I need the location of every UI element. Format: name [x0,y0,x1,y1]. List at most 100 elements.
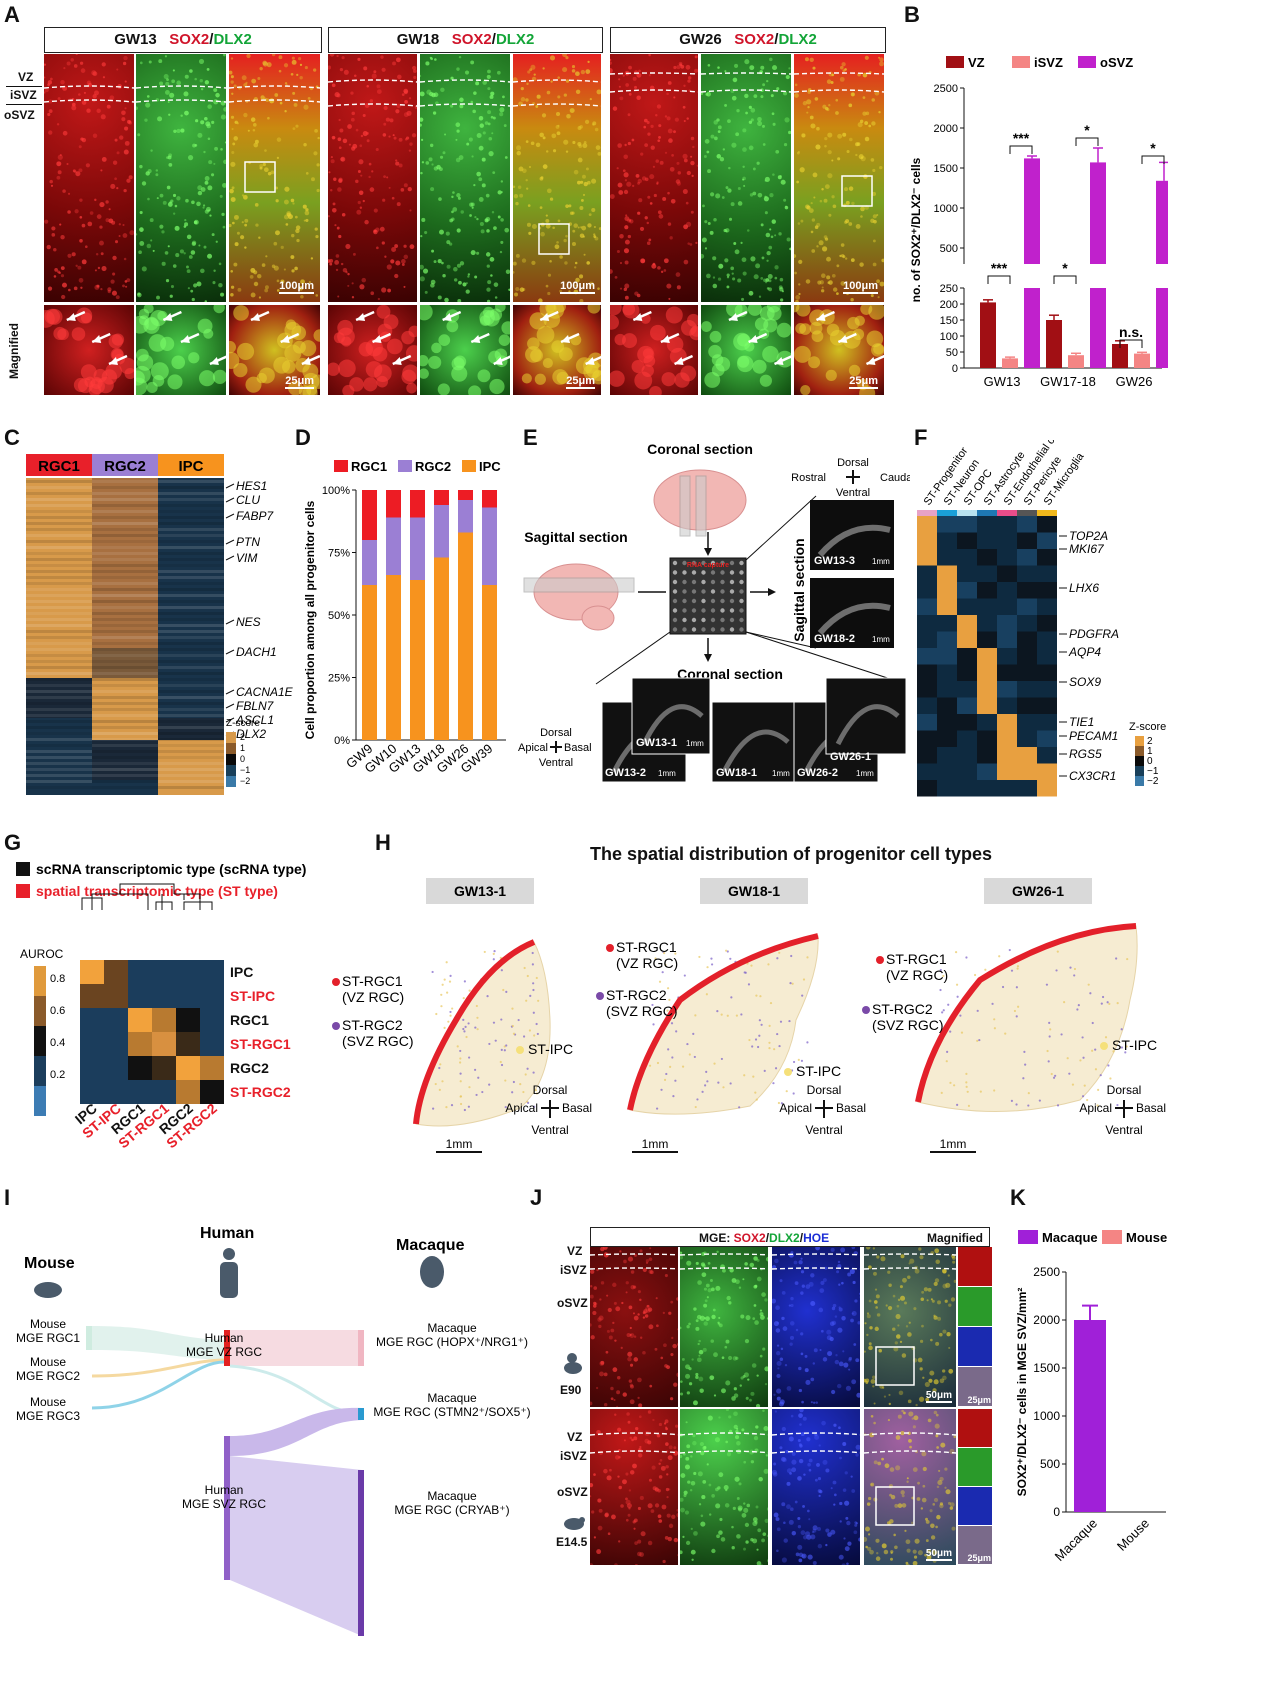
cell-dot [666,1473,669,1476]
cell-dot [258,236,261,239]
cell-dot [452,191,455,194]
microscopy-tile [680,1247,768,1407]
cell-texture [44,307,134,395]
cell-nucleus [451,357,465,371]
cell-nucleus [171,355,186,370]
cell-dot [713,1352,718,1358]
gene-label-pecam1: PECAM1 [1069,729,1118,743]
separator: / [799,1231,804,1245]
cell-dot [144,118,148,122]
heatmap-cell [1037,549,1057,566]
cell-dot [848,222,853,226]
cell-dot [403,254,409,260]
cell-spot [979,1090,982,1093]
cell-dot [152,249,155,252]
rgc2-dot [862,1006,870,1014]
cell-dot [78,145,82,149]
cell-dot [816,126,820,131]
cell-dot [565,79,570,83]
zone-label-vz: VZ [567,1430,583,1444]
cell-spot [1115,957,1118,960]
cell-spot [517,1018,520,1022]
cell-dot [445,231,450,236]
label-st-rgc1: ST-RGC1 [342,973,403,989]
cell-dot [743,1507,749,1513]
cell-dot [487,69,491,74]
cell-nucleus [229,340,236,354]
microscopy-tile [772,1409,860,1565]
heatmap-stripe [92,582,158,585]
cell-dot [56,123,60,126]
cell-dot [314,227,318,231]
cell-dot [701,253,705,259]
heatmap-stripe [92,648,158,651]
cell-spot [1066,1057,1069,1060]
cell-spot [475,1093,478,1097]
cell-nucleus [71,327,86,341]
cell-dot [826,1335,832,1341]
cell-dot [682,189,688,195]
cell-dot [780,179,786,185]
cell-dot [800,1291,804,1295]
cell-dot [585,69,591,75]
tissue-shape [721,729,790,774]
label-apical: Apical [779,1101,812,1115]
cell-dot [801,1284,806,1288]
cell-dot [94,269,97,272]
microscopy-tile [680,1409,768,1565]
cell-dot [586,180,591,185]
cell-dot [865,111,870,116]
cell-dot [897,1298,901,1302]
bar-isvz [1068,355,1084,368]
cell-texture [794,55,884,302]
cell-dot [748,105,752,109]
cell-dot [458,155,464,160]
cell-dot [220,292,225,297]
microscopy-tile [328,54,417,302]
cell-dot [628,1305,633,1310]
cell-dot [688,1382,693,1386]
heatmap-stripe [26,702,92,705]
vz-rgc1-layer [627,933,819,1111]
cell-dot [696,164,698,167]
cell-dot [716,1534,720,1539]
cell-dot [680,1326,682,1330]
cell-dot [761,1538,765,1543]
cell-spot [1045,983,1049,986]
cell-dot [947,1501,951,1505]
cell-dot [900,1430,905,1436]
cell-dot [777,1367,780,1370]
arrow-icon [392,357,402,365]
zscore-swatch [1135,736,1144,746]
cell-dot [725,228,730,233]
significance-label: * [1084,122,1090,138]
cell-dot [330,189,333,192]
cell-texture [328,54,417,301]
legend-label-scrna: scRNA transcriptomic type (scRNA type) [36,861,306,877]
cell-dot [304,210,310,216]
cell-dot [610,67,613,74]
cell-dot [710,1339,715,1343]
cell-dot [338,146,342,150]
cell-dot [136,233,138,236]
cell-dot [369,187,375,192]
cell-dot [915,1403,918,1407]
cell-dot [756,1374,759,1377]
dashed-zone-line [864,1450,956,1454]
cell-dot [702,204,705,208]
cell-dot [401,259,406,264]
cell-dot [392,61,396,66]
cell-dot [105,200,109,204]
cell-texture [229,305,320,395]
cell-dot [935,1525,938,1529]
heatmap-stripe [158,486,224,489]
cell-dot [623,1259,627,1264]
cell-dot [654,1347,658,1351]
cell-dot [948,1368,954,1374]
cell-dot [85,245,88,248]
heatmap-stripe [92,594,158,597]
cell-dot [646,120,650,124]
heatmap-stripe [92,636,158,639]
cell-spot [527,1101,530,1104]
cell-dot [717,66,720,69]
